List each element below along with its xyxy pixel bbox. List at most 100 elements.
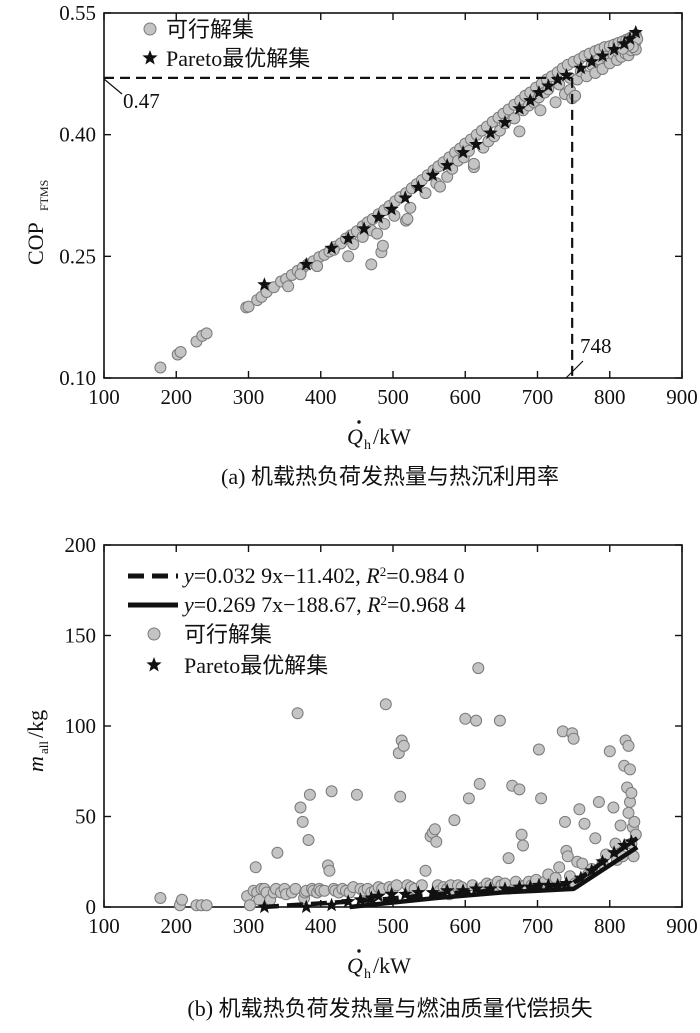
pareto-point (622, 31, 638, 46)
chart-b-fit1-lhs: y (182, 563, 194, 588)
chart-b-ytick: 150 (65, 624, 97, 648)
chart-b-fit2-lhs: y (182, 592, 194, 617)
pareto-point (384, 886, 399, 901)
legend-star-icon (146, 657, 162, 672)
chart-a-ytick: 0.10 (59, 366, 96, 390)
feasible-point (379, 698, 392, 711)
feasible-point (553, 861, 566, 874)
feasible-point (419, 187, 432, 200)
feasible-point (430, 835, 443, 848)
pareto-point (299, 899, 314, 914)
pareto-point (324, 240, 339, 255)
chart-a-xlabel-dot (357, 420, 361, 424)
feasible-point (401, 213, 414, 225)
feasible-point (371, 227, 384, 240)
feasible-point (622, 806, 635, 819)
feasible-point (573, 803, 586, 816)
chart-a-y-marker-leader (103, 78, 123, 95)
pareto-point (512, 101, 527, 115)
chart-b-xtick: 200 (161, 914, 193, 938)
chart-b-legend-feasible: 可行解集 (184, 622, 272, 647)
pareto-point (523, 93, 538, 107)
chart-b-xlabel-main: Q (347, 953, 363, 978)
pareto-point (512, 879, 527, 894)
chart-b-ytick: 0 (86, 895, 97, 919)
feasible-point (294, 268, 307, 281)
chart-b-fit1-rhs: =0.032 9x−11.402, (194, 563, 367, 588)
pareto-point (398, 190, 413, 204)
pareto-point (411, 885, 426, 899)
feasible-point (459, 712, 472, 725)
pareto-point (371, 209, 386, 224)
chart-a-xtick: 500 (377, 385, 409, 409)
feasible-point (603, 745, 616, 758)
feasible-point (419, 864, 432, 877)
chart-a-legend-pareto: Pareto最优解集 (166, 46, 310, 71)
feasible-point (174, 346, 187, 358)
chart-a-legend: 可行解集 Pareto最优解集 (142, 17, 310, 71)
chart-b-xtick: 100 (88, 914, 120, 938)
pareto-point (468, 136, 484, 151)
pareto-point (584, 54, 599, 68)
feasible-point (578, 817, 591, 830)
feasible-point (294, 801, 307, 814)
feasible-point (394, 790, 407, 803)
feasible-point (517, 839, 529, 852)
pareto-point (595, 48, 610, 63)
feasible-point (502, 852, 515, 865)
chart-b-xtick: 500 (377, 914, 409, 938)
chart-a-x-marker-label: 748 (580, 334, 612, 358)
feasible-point (271, 846, 284, 859)
chart-b-ylabel-unit: /kg (23, 710, 48, 738)
feasible-point (342, 250, 355, 263)
chart-b-fit2-r2value: =0.968 4 (387, 592, 465, 617)
chart-b-fit2-rhs: =0.269 7x−188.67, (194, 592, 367, 617)
feasible-point (473, 777, 486, 790)
feasible-point (376, 239, 389, 252)
pareto-point (606, 42, 622, 56)
feasible-point (325, 785, 338, 798)
legend-circle-icon (147, 627, 161, 641)
chart-b-y-tick-labels: 0 50 100 150 200 (65, 533, 97, 919)
feasible-point (390, 879, 403, 892)
feasible-point (467, 157, 480, 170)
chart-a-ylabel-main: COP (23, 222, 48, 265)
feasible-point (296, 815, 309, 828)
chart-b: 100 200 300 400 500 600 700 800 900 0 50… (23, 533, 698, 1021)
feasible-point (154, 892, 167, 904)
chart-a-legend-feasible: 可行解集 (166, 17, 254, 42)
pareto-point (398, 886, 413, 901)
chart-a-xtick: 700 (522, 385, 554, 409)
chart-b-fit2: y=0.269 7x−188.67, R2=0.968 4 (182, 592, 465, 617)
feasible-point (561, 850, 574, 863)
pareto-point (455, 883, 471, 897)
feasible-point (614, 819, 627, 832)
feasible-point (472, 662, 485, 675)
chart-a-caption: (a) 机载热负荷发热量与热沉利用率 (221, 464, 559, 489)
pareto-point (617, 36, 632, 50)
fit-line-solid (349, 845, 639, 910)
chart-a: 100 200 300 400 500 600 700 800 900 0.10… (23, 1, 698, 489)
feasible-point (567, 732, 580, 745)
chart-a-xtick: 300 (233, 385, 265, 409)
feasible-point (154, 361, 167, 374)
chart-b-xtick: 300 (233, 914, 265, 938)
chart-b-legend-pareto: Pareto最优解集 (184, 653, 328, 678)
chart-b-xtick: 900 (666, 914, 698, 938)
pareto-point (257, 277, 272, 291)
chart-a-xlabel-unit: /kW (373, 424, 411, 449)
chart-b-y-axis-title: m all /kg (23, 710, 51, 772)
pareto-point (483, 881, 498, 895)
chart-b-fit1: y=0.032 9x−11.402, R2=0.984 0 (182, 563, 465, 588)
pareto-point (425, 885, 440, 899)
feasible-point (200, 327, 213, 340)
legend-star-icon (142, 50, 158, 65)
pareto-point (440, 157, 455, 172)
chart-b-xtick: 600 (450, 914, 482, 938)
pareto-point (497, 115, 513, 129)
chart-a-ylabel-sub: FTMS (37, 180, 51, 211)
feasible-point (365, 258, 378, 271)
chart-a-ytick: 0.55 (59, 1, 96, 25)
chart-b-legend: y=0.032 9x−11.402, R2=0.984 0 y=0.269 7x… (128, 563, 465, 678)
feasible-point (302, 834, 315, 846)
